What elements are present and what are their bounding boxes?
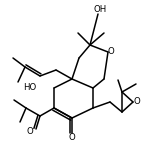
Text: O: O [133, 98, 140, 106]
Text: HO: HO [23, 83, 36, 93]
Text: O: O [69, 133, 75, 141]
Text: O: O [27, 127, 33, 135]
Text: O: O [108, 47, 115, 57]
Text: OH: OH [93, 6, 107, 15]
